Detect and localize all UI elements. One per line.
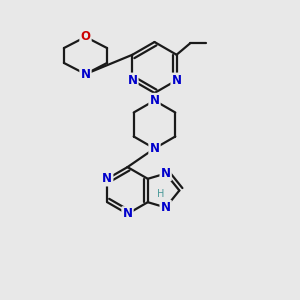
Text: N: N: [102, 172, 112, 185]
Text: N: N: [161, 167, 171, 180]
Text: N: N: [161, 201, 171, 214]
Text: N: N: [80, 68, 91, 81]
Text: O: O: [80, 30, 91, 44]
Text: N: N: [128, 74, 137, 87]
Text: H: H: [158, 189, 165, 199]
Text: N: N: [149, 142, 160, 155]
Text: N: N: [122, 207, 133, 220]
Text: N: N: [172, 74, 182, 87]
Text: N: N: [149, 94, 160, 107]
